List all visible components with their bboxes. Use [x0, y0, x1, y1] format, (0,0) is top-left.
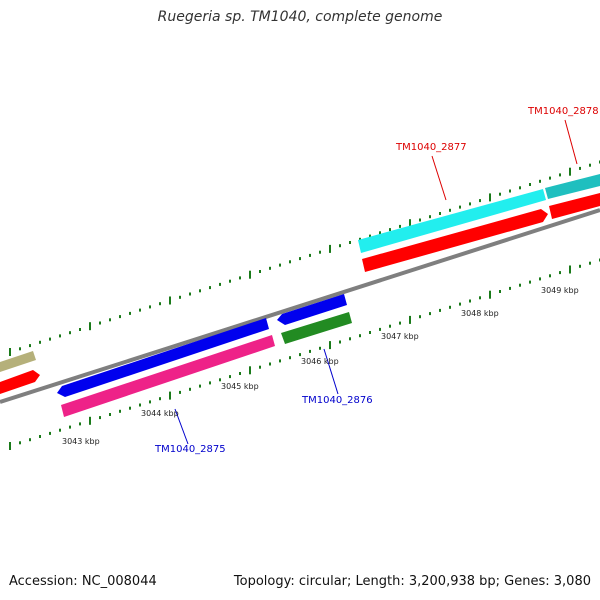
leader-tm1040-2875: [174, 408, 189, 445]
gene-tm1040-2875-blue[interactable]: [57, 318, 269, 397]
gene-magenta[interactable]: [61, 335, 275, 417]
scale-label-3048: 3048 kbp: [461, 309, 499, 318]
map-title: Ruegeria sp. TM1040, complete genome: [157, 9, 443, 25]
scale-label-3045: 3045 kbp: [221, 382, 259, 391]
scale-label-3043: 3043 kbp: [62, 437, 100, 446]
gene-tm1040-2878-teal[interactable]: [545, 174, 600, 199]
gene-red-left[interactable]: [0, 370, 40, 394]
gene-tm1040-2876-blue[interactable]: [277, 294, 347, 325]
gene-label-tm1040-2876[interactable]: TM1040_2876: [301, 395, 373, 406]
gene-khaki-left[interactable]: [0, 351, 36, 372]
gene-label-tm1040-2877[interactable]: TM1040_2877: [395, 142, 467, 153]
upper-tick-track: [9, 160, 600, 356]
genome-summary-text: Topology: circular; Length: 3,200,938 bp…: [233, 574, 591, 589]
gene-red-2877[interactable]: [362, 209, 548, 272]
scale-label-3044: 3044 kbp: [141, 409, 179, 418]
genome-backbone: [0, 208, 600, 404]
leader-tm1040-2876: [323, 348, 339, 395]
scale-label-3047: 3047 kbp: [381, 332, 419, 341]
gene-red-right[interactable]: [549, 193, 600, 219]
leader-tm1040-2877: [431, 155, 447, 201]
gene-label-tm1040-2875[interactable]: TM1040_2875: [154, 444, 226, 455]
gene-label-tm1040-2878[interactable]: TM1040_2878: [527, 106, 599, 117]
scale-label-3049: 3049 kbp: [541, 286, 579, 295]
leader-tm1040-2878: [564, 119, 578, 165]
accession-text: Accession: NC_008044: [9, 574, 157, 589]
gene-green[interactable]: [281, 312, 352, 344]
gene-tm1040-2877-cyan[interactable]: [358, 189, 546, 253]
lower-tick-track: [9, 258, 600, 450]
scale-label-3046: 3046 kbp: [301, 357, 339, 366]
